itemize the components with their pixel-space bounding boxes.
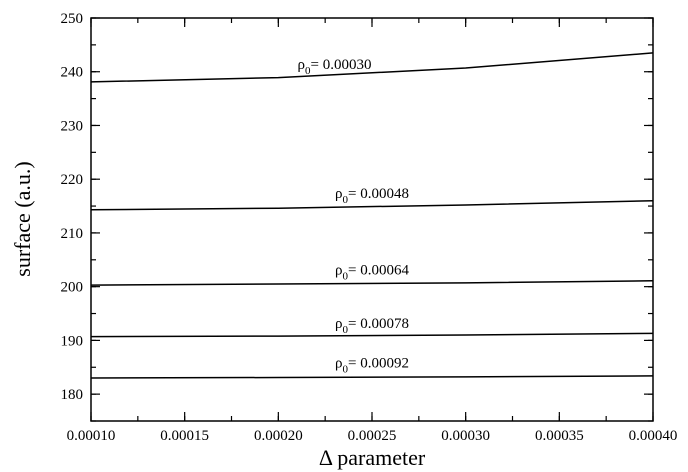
series-label-3: ρ0= 0.00064 (335, 262, 409, 282)
y-tick-label: 220 (61, 172, 84, 188)
series-line-3 (90, 280, 654, 286)
x-tick-label: 0.00040 (629, 428, 678, 444)
y-tick-label: 240 (61, 65, 84, 81)
series-line-5 (90, 375, 654, 379)
x-tick-label: 0.00035 (535, 428, 584, 444)
x-tick-label: 0.00030 (441, 428, 490, 444)
series-label-5: ρ0= 0.00092 (335, 355, 409, 375)
series-line-4 (90, 332, 654, 338)
x-tick-label: 0.00010 (67, 428, 116, 444)
series-lines (90, 52, 654, 379)
y-tick-label: 210 (61, 226, 84, 242)
axis-ticks: 0.00010 0.00015 0.00020 0.00025 0.00030 0.000… (61, 11, 678, 444)
y-tick-label: 180 (61, 387, 84, 403)
y-tick-label: 190 (61, 333, 84, 349)
series-label-4: ρ0= 0.00078 (335, 316, 409, 336)
x-tick-label: 0.00020 (254, 428, 303, 444)
series-label-1: ρ0= 0.00030 (298, 57, 372, 77)
plot-frame (90, 17, 654, 422)
x-tick-label: 0.00025 (348, 428, 397, 444)
series-labels: ρ0= 0.00030 ρ0= 0.00048 ρ0= 0.00064 ρ0= 0.0… (298, 57, 410, 375)
x-tick-label: 0.00015 (160, 428, 209, 444)
x-axis-title: Δ parameter (319, 445, 426, 470)
y-axis-title: surface (a.u.) (10, 161, 35, 276)
series-line-2 (90, 199, 654, 211)
y-tick-label: 250 (61, 11, 84, 27)
y-tick-label: 200 (61, 280, 84, 296)
series-label-2: ρ0= 0.00048 (335, 186, 409, 206)
y-tick-label: 230 (61, 118, 84, 134)
series-line-1 (90, 52, 654, 83)
